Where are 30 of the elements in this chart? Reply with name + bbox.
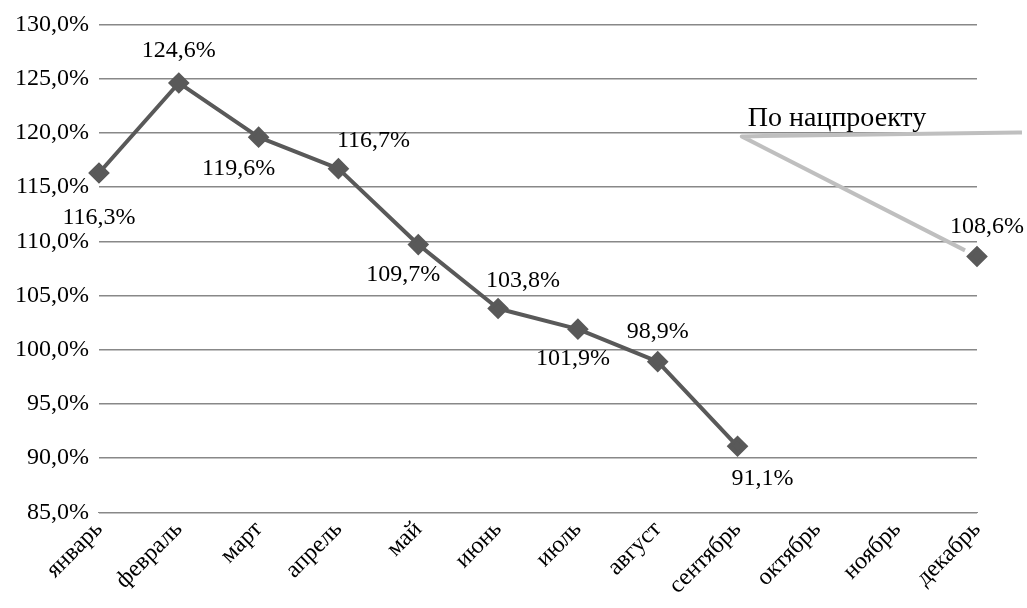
y-tick-label: 85,0% (26, 497, 89, 524)
y-tick-label: 100,0% (14, 335, 89, 362)
point (967, 246, 987, 267)
point (647, 351, 668, 372)
data-label: 98,9% (626, 316, 689, 343)
data-label: 108,6% (950, 211, 1024, 238)
point (168, 72, 189, 93)
data-label: 119,6% (202, 154, 276, 181)
data-label: 91,1% (731, 463, 794, 490)
data-label: 116,7% (336, 125, 410, 152)
y-tick-label: 130,0% (14, 9, 89, 36)
annotation: По нацпроекту (747, 100, 927, 132)
data-label: 109,7% (366, 259, 441, 286)
point (88, 162, 109, 183)
data-label: 101,9% (535, 344, 610, 371)
point (248, 127, 269, 148)
point (488, 298, 509, 319)
data-label: 103,8% (486, 265, 561, 292)
y-tick-label: 95,0% (26, 389, 89, 416)
x-tick-label: май (380, 515, 427, 561)
point (727, 436, 748, 457)
y-tick-label: 105,0% (14, 280, 89, 307)
y-tick-label: 125,0% (14, 63, 89, 90)
y-tick-label: 115,0% (15, 172, 89, 199)
point (408, 234, 429, 255)
data-label: 124,6% (141, 36, 216, 63)
y-tick-label: 90,0% (26, 443, 89, 470)
y-tick-label: 120,0% (14, 118, 89, 145)
point (328, 158, 349, 179)
point (567, 319, 588, 340)
